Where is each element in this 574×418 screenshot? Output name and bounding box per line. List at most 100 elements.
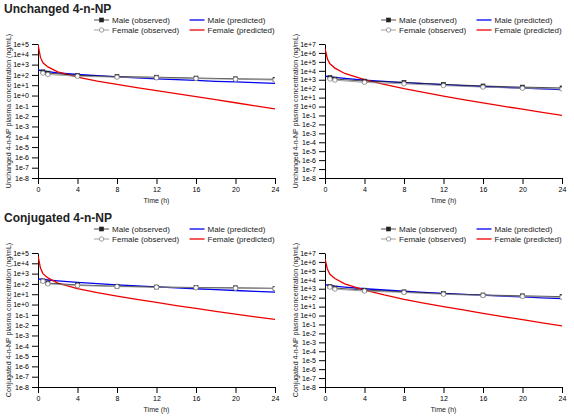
y-tick-label: 1e+5	[300, 268, 316, 275]
legend-label: Female (predicted)	[208, 235, 275, 244]
y-tick: 1e-1	[15, 312, 38, 319]
y-tick-label: 1e+2	[13, 72, 29, 79]
point-marker	[46, 282, 50, 286]
y-tick: 1e+5	[300, 268, 325, 275]
y-tick-mark	[319, 271, 325, 272]
point-marker	[41, 279, 45, 283]
point-marker	[328, 285, 332, 289]
legend-label: Female (observed)	[112, 235, 179, 244]
x-axis-title: Time (h)	[431, 197, 457, 205]
point-marker	[362, 80, 366, 84]
x-tick-mark	[78, 178, 79, 184]
x-tick-mark	[196, 387, 197, 393]
y-tick: 1e-4	[302, 139, 325, 146]
y-axis-line	[325, 45, 326, 179]
y-tick-label: 1e-1	[15, 312, 29, 319]
legend-entry: Female (observed)	[381, 26, 466, 35]
y-tick: 1e-2	[302, 121, 325, 128]
y-tick-label: 1e+4	[13, 260, 29, 267]
legend-swatch	[190, 238, 205, 239]
y-tick-label: 1e-7	[302, 166, 316, 173]
series	[328, 75, 562, 90]
observed-line	[43, 72, 275, 79]
legend-entry: Male (predicted)	[190, 16, 266, 25]
y-tick-mark	[32, 263, 38, 264]
legend-marker	[386, 237, 390, 241]
y-tick: 1e+0	[13, 301, 38, 308]
x-tick-mark	[523, 178, 524, 184]
y-tick-label: 1e+5	[13, 250, 29, 257]
point-marker	[328, 77, 332, 81]
y-tick-label: 1e+0	[300, 312, 316, 319]
panel: 048121620241e-81e-71e-61e-51e-41e-31e-21…	[292, 225, 567, 415]
data-layer	[325, 49, 562, 116]
y-tick: 1e-4	[15, 134, 38, 141]
y-tick-label: 1e-7	[15, 164, 29, 171]
y-tick-label: 1e-5	[302, 357, 316, 364]
legend-entry: Female (predicted)	[477, 26, 562, 35]
y-tick: 1e+1	[300, 94, 325, 101]
y-tick-label: 1e-7	[302, 375, 316, 382]
y-axis: 1e-81e-71e-61e-51e-41e-31e-21e-11e+01e+1…	[300, 250, 325, 391]
x-tick-mark	[444, 178, 445, 184]
series	[328, 285, 562, 300]
y-tick-label: 1e+3	[300, 285, 316, 292]
point-marker	[115, 284, 119, 288]
y-tick-label: 1e+2	[300, 294, 316, 301]
predicted-line	[38, 279, 275, 292]
panel: Unchanged 4-n-NP048121620241e-81e-71e-61…	[4, 2, 279, 205]
y-tick-mark	[319, 71, 325, 72]
point-marker	[115, 284, 119, 288]
legend-entry: Female (observed)	[94, 26, 179, 35]
y-tick-mark	[319, 178, 325, 179]
legend-swatch	[190, 228, 205, 229]
y-tick-mark	[319, 115, 325, 116]
legend-label: Female (predicted)	[208, 26, 275, 35]
y-tick: 1e+2	[300, 294, 325, 301]
y-tick-mark	[319, 253, 325, 254]
y-tick: 1e+0	[13, 92, 38, 99]
y-tick: 1e+2	[13, 72, 38, 79]
x-tick-mark	[157, 387, 158, 393]
legend-entry: Male (observed)	[94, 225, 170, 234]
legend-marker	[99, 237, 103, 241]
y-tick-label: 1e-1	[15, 103, 29, 110]
y-tick-mark	[32, 106, 38, 107]
x-tick-label: 12	[153, 395, 161, 402]
y-tick-label: 1e-5	[302, 148, 316, 155]
series	[328, 77, 562, 91]
y-tick-label: 1e+2	[300, 85, 316, 92]
y-tick-mark	[319, 80, 325, 81]
x-tick-mark	[562, 178, 563, 184]
x-tick-label: 16	[193, 395, 201, 402]
y-tick: 1e-3	[302, 130, 325, 137]
legend-entry: Male (predicted)	[190, 225, 266, 234]
legend-label: Female (observed)	[399, 26, 466, 35]
y-tick-label: 1e-4	[302, 139, 316, 146]
y-tick-label: 1e+7	[300, 250, 316, 257]
legend-label: Male (predicted)	[495, 16, 553, 25]
legend-entry: Female (predicted)	[190, 26, 275, 35]
plot: 048121620241e-81e-71e-61e-51e-41e-31e-21…	[300, 41, 566, 193]
point-marker	[481, 293, 485, 297]
predicted-line	[38, 45, 275, 109]
y-tick-mark	[32, 178, 38, 179]
y-tick: 1e+5	[13, 41, 38, 48]
y-tick-label: 1e-4	[15, 134, 29, 141]
y-tick-mark	[32, 346, 38, 347]
y-tick: 1e+4	[300, 68, 325, 75]
y-tick: 1e-1	[302, 321, 325, 328]
point-marker	[441, 292, 445, 296]
y-tick-mark	[32, 168, 38, 169]
point-marker	[481, 293, 485, 297]
legend-label: Female (predicted)	[495, 235, 562, 244]
y-tick: 1e+3	[13, 270, 38, 277]
y-tick-label: 1e-2	[15, 322, 29, 329]
y-tick-mark	[319, 378, 325, 379]
x-tick-label: 24	[559, 186, 567, 193]
y-tick-mark	[319, 262, 325, 263]
y-tick: 1e+0	[300, 312, 325, 319]
x-tick-mark	[117, 178, 118, 184]
y-tick: 1e+2	[300, 85, 325, 92]
data-layer	[325, 259, 562, 326]
